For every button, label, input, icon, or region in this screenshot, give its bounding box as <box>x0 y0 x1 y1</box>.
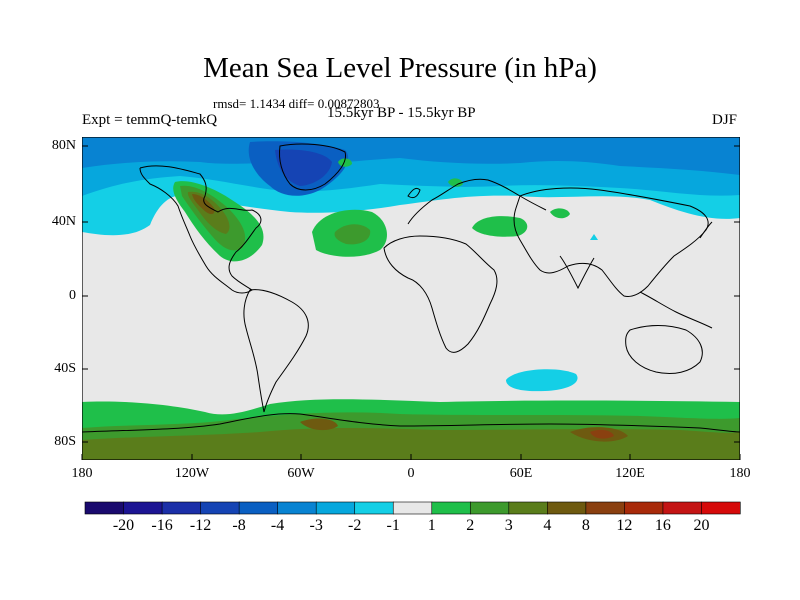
colorbar-swatch <box>624 501 664 515</box>
colorbar-swatch <box>662 501 703 515</box>
colorbar-swatch <box>161 501 202 515</box>
colorbar-swatch <box>469 501 510 515</box>
coast-greenland <box>279 143 347 191</box>
atlantic-darkgreen <box>334 224 371 245</box>
colorbar-swatch <box>431 501 471 515</box>
season-label: DJF <box>712 112 738 128</box>
colorbar-swatch <box>701 501 741 515</box>
lat-label-40n: 40N <box>51 214 76 229</box>
antarctic-brown-patch <box>300 418 338 431</box>
coast-antarctica <box>82 413 740 433</box>
lon-label-180w: 180 <box>71 466 93 481</box>
lon-label-60w: 60W <box>287 466 315 481</box>
scandinavia-green-spot <box>448 178 463 187</box>
lon-label-60e: 60E <box>509 466 533 481</box>
colorbar-label: 8 <box>581 517 590 534</box>
north-blue-band <box>82 137 740 175</box>
southern-ocean-cyan <box>506 369 578 392</box>
coast-north-america <box>139 165 262 294</box>
antarctic-dark-brown-spot <box>590 429 614 439</box>
colorbar-swatch <box>277 501 317 515</box>
lon-label-120w: 120W <box>174 466 210 481</box>
coastlines <box>82 143 740 433</box>
experiment-label: Expt = temmQ-temkQ <box>82 112 218 128</box>
colorbar-label: -4 <box>270 517 285 534</box>
colorbar-swatch <box>238 501 279 515</box>
lon-label-0: 0 <box>407 466 415 481</box>
coast-southeast-asia <box>639 291 713 329</box>
colorbar-label: -16 <box>151 517 173 534</box>
tibet-cyan-spot <box>590 234 598 240</box>
colorbar-label: -8 <box>232 517 246 534</box>
lat-label-80s: 80S <box>54 434 76 449</box>
greenland-deep-core <box>275 149 332 186</box>
north-america-brown <box>192 194 215 215</box>
coast-japan <box>699 221 713 239</box>
asia-green-spot <box>550 208 570 219</box>
stats-text: rmsd= 1.1434 diff= 0.00872803 <box>213 96 380 111</box>
eurasia-green <box>472 216 528 237</box>
arctic-green-spot <box>338 158 352 167</box>
colorbar-label: 3 <box>504 517 513 534</box>
colorbar-swatch <box>315 501 356 515</box>
map-title: Mean Sea Level Pressure (in hPa) <box>203 52 597 84</box>
lon-label-120e: 120E <box>615 466 645 481</box>
colorbar-label: -2 <box>348 517 362 534</box>
south-olive-band <box>82 428 740 460</box>
colorbar-label: -12 <box>189 517 212 534</box>
colorbar-label: 12 <box>616 517 633 534</box>
colorbar-swatch <box>508 501 548 515</box>
lat-label-0: 0 <box>69 288 76 303</box>
colorbar-label: 4 <box>543 517 552 534</box>
coast-africa <box>383 235 498 353</box>
colorbar-swatch <box>585 501 626 515</box>
lat-label-80n: 80N <box>51 138 76 153</box>
lat-ticks <box>82 145 740 443</box>
coast-india <box>559 255 595 290</box>
lon-label-180e: 180 <box>729 466 751 481</box>
colorbar-label: -1 <box>386 517 400 534</box>
lat-label-40s: 40S <box>54 361 76 376</box>
colorbar-swatch <box>84 501 125 515</box>
coast-british-isles <box>407 187 421 199</box>
coast-south-america <box>243 289 309 413</box>
colorbar-label: 1 <box>427 517 436 534</box>
colorbar <box>84 501 741 515</box>
colorbar-swatch <box>547 501 587 515</box>
colorbar-swatch <box>392 501 433 515</box>
colorbar-swatch <box>200 501 240 515</box>
colorbar-swatch <box>354 501 394 515</box>
colorbar-label: 20 <box>693 517 710 534</box>
period-label: 15.5kyr BP - 15.5kyr BP <box>327 105 476 121</box>
coast-australia <box>625 325 703 375</box>
lon-ticks <box>81 454 741 460</box>
coast-europe <box>407 178 547 225</box>
colorbar-label: 2 <box>466 517 475 534</box>
map-area <box>82 137 740 460</box>
colorbar-label: -3 <box>309 517 323 534</box>
colorbar-label: -20 <box>112 517 135 534</box>
colorbar-swatch <box>123 501 163 515</box>
colorbar-label: 16 <box>654 517 671 534</box>
